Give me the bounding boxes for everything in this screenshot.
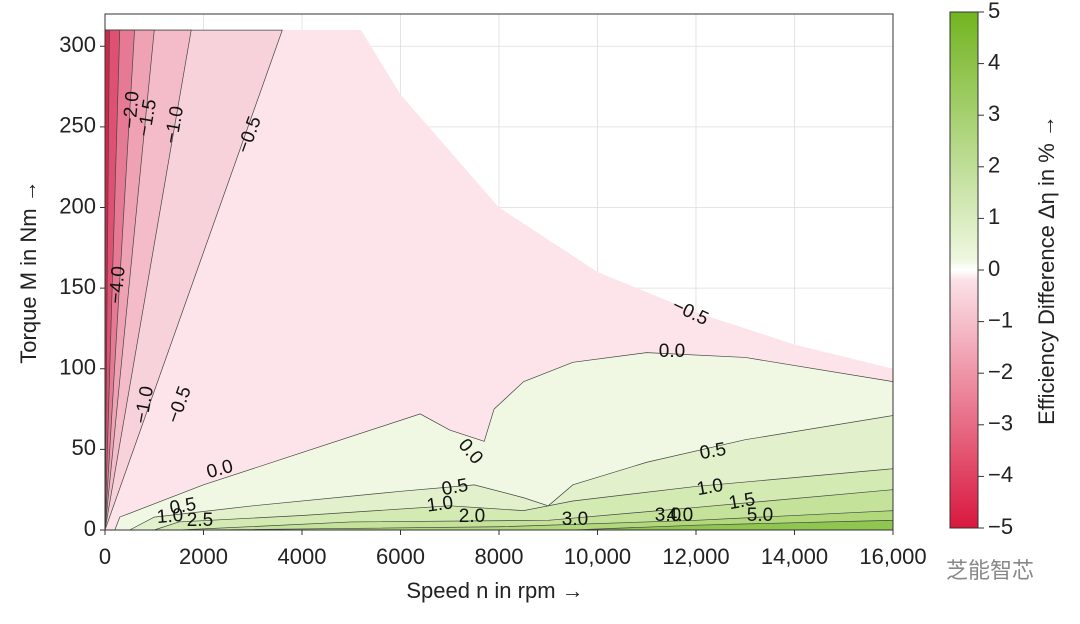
colorbar-tick-label: −4 (988, 462, 1013, 487)
colorbar-tick-label: 0 (988, 256, 1000, 281)
x-tick-label: 8000 (475, 544, 524, 569)
contour-label: 0.5 (698, 439, 728, 464)
y-tick-label: 100 (59, 355, 96, 380)
y-tick-label: 150 (59, 274, 96, 299)
contour-label: 2.5 (187, 510, 213, 531)
x-tick-label: 12,000 (662, 544, 729, 569)
x-axis-label: Speed n in rpm → (406, 578, 583, 603)
y-tick-label: 0 (84, 516, 96, 541)
colorbar-tick-label: −3 (988, 411, 1013, 436)
x-tick-label: 0 (99, 544, 111, 569)
contour-label: 5.0 (747, 505, 773, 526)
x-tick-label: 10,000 (564, 544, 631, 569)
x-tick-label: 14,000 (761, 544, 828, 569)
colorbar-tick-label: 3 (988, 101, 1000, 126)
x-tick-label: 16,000 (859, 544, 926, 569)
contour-label: 0.5 (168, 494, 198, 519)
contour-label: 1.0 (156, 505, 184, 528)
contour-label: 3.0 (655, 505, 681, 526)
contour-label: −2.0 (119, 90, 143, 129)
colorbar-tick-label: −5 (988, 514, 1013, 539)
contour-label: 2.0 (459, 506, 485, 527)
watermark: 芝能智芯 (946, 558, 1034, 583)
colorbar-tick-label: 1 (988, 204, 1000, 229)
colorbar-tick-label: −1 (988, 307, 1013, 332)
colorbar-tick-label: 5 (988, 0, 1000, 23)
y-axis-label: Torque M in Nm → (16, 180, 41, 363)
y-tick-label: 250 (59, 113, 96, 138)
colorbar-tick-label: 4 (988, 49, 1000, 74)
y-tick-label: 300 (59, 32, 96, 57)
contour-label: −4.0 (105, 265, 129, 304)
y-tick-label: 200 (59, 193, 96, 218)
colorbar-tick-label: −2 (988, 359, 1013, 384)
colorbar-label: Efficiency Difference Δη in % → (1034, 115, 1059, 425)
contour-label: 1.5 (727, 489, 757, 514)
x-tick-label: 4000 (278, 544, 327, 569)
contour-label: 3.0 (562, 509, 588, 530)
contour-label: 1.0 (425, 492, 454, 516)
x-tick-label: 6000 (376, 544, 425, 569)
contour-label: 0.5 (440, 475, 470, 500)
y-tick-label: 50 (72, 435, 96, 460)
plot-area (104, 14, 894, 531)
colorbar-tick-label: 2 (988, 153, 1000, 178)
contour-label: 4.0 (667, 505, 693, 526)
x-tick-label: 2000 (179, 544, 228, 569)
contour-label: 1.0 (695, 475, 725, 500)
contour-label: 0.0 (659, 341, 685, 362)
colorbar (949, 11, 979, 529)
